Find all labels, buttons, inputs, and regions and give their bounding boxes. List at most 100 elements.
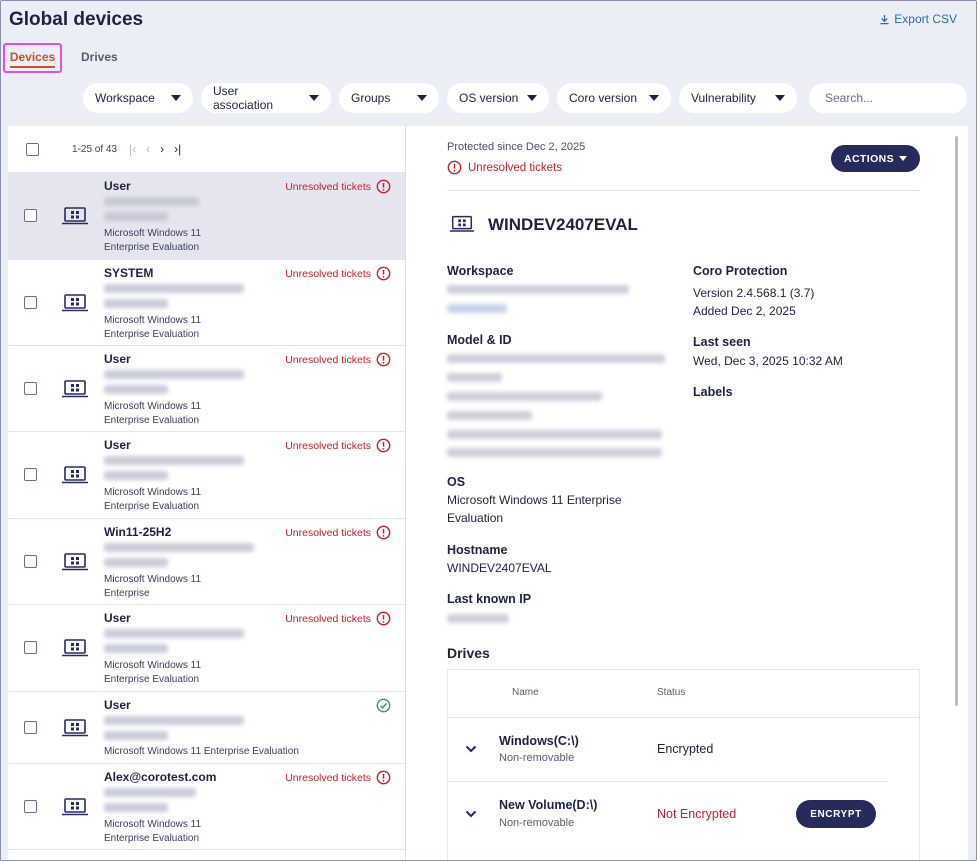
device-row[interactable]: User Microsoft Windows 11 Enterprise Eva… [8,173,405,260]
device-owner: User [104,352,131,366]
redacted-model [447,354,665,363]
device-row[interactable]: User Microsoft Windows 11 Enterprise Eva… [8,432,405,519]
alert-icon [376,438,391,453]
filter-user-association[interactable]: User association [201,83,331,113]
divider [448,717,919,718]
tab-bar: Devices Drives [3,43,118,73]
pager-nav: |‹ ‹ › ›| [129,142,181,156]
chevron-down-icon[interactable] [465,745,477,753]
device-row[interactable]: User Microsoft Windows 11 Enterprise Eva… [8,605,405,692]
filter-os-version[interactable]: OS version [447,83,549,113]
device-os-line1: Microsoft Windows 11 [104,574,202,585]
prev-page-icon[interactable]: ‹ [146,142,151,156]
device-owner: Alex@corotest.com [104,770,217,784]
redacted-workspace-link[interactable] [447,304,507,313]
redacted-serial [447,430,662,439]
filter-coro-version[interactable]: Coro version [557,83,671,113]
unresolved-tickets-link[interactable]: Unresolved tickets [447,160,562,175]
chevron-down-icon[interactable] [465,810,477,818]
redacted-domain [104,212,168,221]
filter-vulnerability[interactable]: Vulnerability [679,83,797,113]
select-all-checkbox[interactable] [26,142,39,156]
redacted-hostname [104,370,244,379]
export-csv-link[interactable]: Export CSV [879,12,957,26]
pager-range: 1-25 of 43 [72,143,118,155]
device-os-line2: Enterprise Evaluation [104,415,200,426]
row-checkbox[interactable] [24,296,37,309]
last-page-icon[interactable]: ›| [174,142,182,156]
status-text: Unresolved tickets [285,180,371,193]
device-row[interactable]: Win11-25H2 Microsoft Windows 11 Enterpri… [8,519,405,605]
redacted-hostname [104,197,199,206]
caret-down-icon [649,95,659,101]
redacted-ip [447,614,509,623]
device-os-line1: Microsoft Windows 11 [104,819,202,830]
list-pager: 1-25 of 43 |‹ ‹ › ›| [8,126,405,173]
drive-name: Windows(C:\) [499,734,579,748]
row-checkbox[interactable] [24,800,37,813]
filter-groups[interactable]: Groups [339,83,439,113]
caret-down-icon [309,95,319,101]
alert-icon [376,352,391,367]
row-checkbox[interactable] [24,641,37,654]
first-page-icon[interactable]: |‹ [129,142,137,156]
row-checkbox[interactable] [24,721,37,734]
encrypt-button[interactable]: ENCRYPT [796,800,876,828]
redacted-domain [104,644,168,653]
redacted-domain [104,471,168,480]
filter-label: Groups [351,91,391,105]
row-checkbox[interactable] [24,209,37,222]
redacted-hostname [104,284,244,293]
laptop-icon [62,798,88,816]
redacted-model [447,373,502,382]
device-row[interactable]: User Microsoft Windows 11 Enterprise Eva… [8,692,405,764]
device-row[interactable]: SYSTEM Microsoft Windows 11 Enterprise E… [8,260,405,346]
device-row[interactable]: Alex@corotest.com Microsoft Windows 11 E… [8,764,405,850]
scrollbar[interactable] [955,136,958,706]
status-badge [371,698,391,713]
actions-button[interactable]: ACTIONS [831,145,920,172]
tab-drives[interactable]: Drives [81,50,118,64]
status-badge: Unresolved tickets [285,266,391,281]
next-page-icon[interactable]: › [160,142,165,156]
device-list: 1-25 of 43 |‹ ‹ › ›| User Microsoft Wind… [8,126,406,861]
status-text: Unresolved tickets [285,439,371,452]
actions-label: ACTIONS [843,152,895,165]
device-os-line2: Enterprise Evaluation [104,833,200,844]
last-seen-label: Last seen [693,335,751,349]
protected-since: Protected since Dec 2, 2025 [447,141,586,153]
last-known-ip-label: Last known IP [447,592,532,606]
search-input[interactable] [809,83,967,113]
caret-down-icon [899,156,908,161]
laptop-icon [62,294,88,312]
row-checkbox[interactable] [24,382,37,395]
drive-type: Non-removable [499,817,575,829]
redacted-domain [104,731,168,740]
alert-icon [376,525,391,540]
os-value-line2: Evaluation [447,511,504,525]
tab-devices[interactable]: Devices [3,43,62,73]
download-icon [880,14,889,24]
redacted-serial [447,411,532,420]
device-row[interactable]: User Microsoft Windows 11 Enterprise Eva… [8,346,405,432]
device-owner: User [104,611,131,625]
drives-section-title: Drives [447,645,490,661]
status-text: Unresolved tickets [285,612,371,625]
laptop-icon [62,207,88,225]
status-badge: Unresolved tickets [285,179,391,194]
hostname-label: Hostname [447,543,508,557]
page-title: Global devices [9,9,144,30]
row-checkbox[interactable] [24,555,37,568]
status-badge: Unresolved tickets [285,611,391,626]
filter-workspace[interactable]: Workspace [83,83,193,113]
model-id-label: Model & ID [447,333,512,347]
device-os-line1: Microsoft Windows 11 Enterprise Evaluati… [104,746,299,757]
filter-label: User association [213,84,274,112]
row-checkbox[interactable] [24,468,37,481]
laptop-icon [62,380,88,398]
workspace-label: Workspace [447,264,514,278]
drives-col-name: Name [512,687,539,698]
device-os-line2: Enterprise [104,588,150,599]
export-csv-label: Export CSV [894,12,957,26]
device-os-line2: Enterprise Evaluation [104,329,200,340]
